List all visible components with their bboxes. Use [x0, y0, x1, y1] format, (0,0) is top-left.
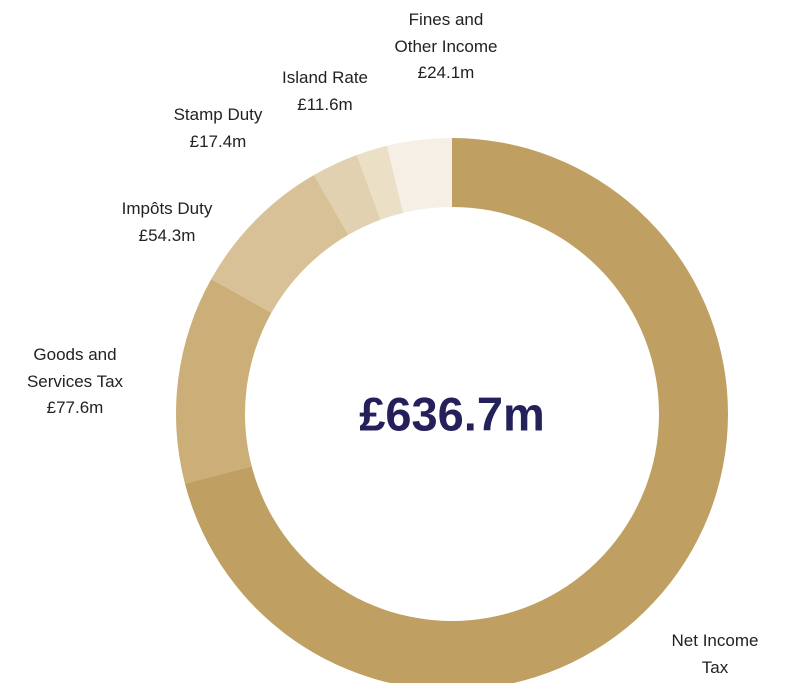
slice-label: Island Rate £11.6m — [282, 65, 368, 118]
category-name: Impôts Duty — [121, 199, 213, 218]
slice — [313, 154, 381, 235]
value-label: £77.6m — [46, 398, 104, 417]
center-label: £636.7m — [359, 387, 545, 441]
category-name: Goods and Services Tax — [26, 345, 124, 391]
slice-label: Goods and Services Tax £77.6m — [27, 342, 123, 422]
category-name: Island Rate — [282, 68, 368, 87]
value-label: £11.6m — [297, 94, 353, 114]
slice — [175, 279, 272, 484]
slice-label: Stamp Duty £17.4m — [174, 102, 263, 155]
slice-label: Net Income Tax£451.7m — [668, 628, 762, 683]
slice — [356, 145, 404, 220]
slice — [211, 175, 349, 313]
slice — [386, 138, 452, 213]
category-name: Net Income Tax — [671, 631, 759, 677]
value-label: £54.3m — [138, 225, 196, 245]
slice-label: Impôts Duty £54.3m — [122, 196, 213, 249]
slice-label: Fines and Other Income £24.1m — [395, 7, 498, 87]
value-label: £17.4m — [189, 131, 247, 151]
category-name: Stamp Duty — [173, 105, 263, 124]
category-name: Fines and Other Income — [394, 10, 498, 56]
value-label: £24.1m — [417, 63, 475, 82]
